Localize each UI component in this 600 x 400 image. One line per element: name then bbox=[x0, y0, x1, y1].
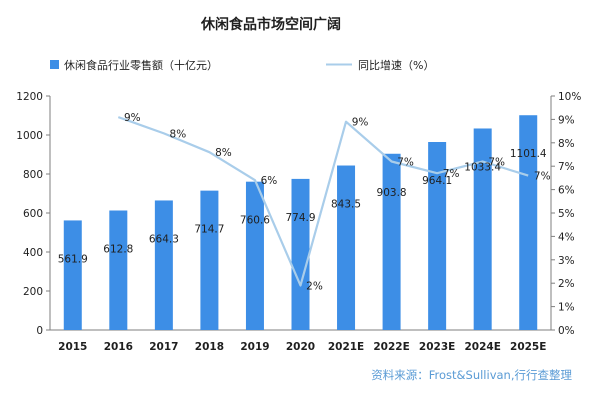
y-right-tick-label: 9% bbox=[558, 114, 575, 126]
y-left-tick-label: 1000 bbox=[16, 130, 43, 142]
growth-value-label: 2% bbox=[306, 281, 323, 293]
x-tick-label: 2019 bbox=[240, 341, 269, 353]
y-left-tick-label: 200 bbox=[23, 286, 43, 298]
y-right-tick-label: 3% bbox=[558, 255, 575, 267]
bar bbox=[473, 128, 492, 330]
bar bbox=[154, 200, 173, 330]
y-left-tick-label: 400 bbox=[23, 247, 43, 259]
legend: 休闲食品行业零售额（十亿元） 同比增速（%） bbox=[50, 58, 434, 72]
growth-value-label: 7% bbox=[534, 171, 551, 183]
x-tick-label: 2015 bbox=[58, 341, 87, 353]
x-tick-label: 2022E bbox=[373, 341, 409, 353]
x-tick-label: 2023E bbox=[419, 341, 455, 353]
source-note: 资料来源：Frost&Sullivan,行行查整理 bbox=[371, 368, 572, 382]
bar bbox=[519, 115, 538, 331]
y-right-tick-label: 8% bbox=[558, 138, 575, 150]
legend-bar-swatch bbox=[50, 60, 59, 69]
bar bbox=[382, 153, 401, 330]
growth-value-label: 7% bbox=[397, 157, 414, 169]
y-left-tick-label: 1200 bbox=[16, 91, 43, 103]
growth-value-label: 7% bbox=[488, 157, 505, 169]
bar-value-label: 714.7 bbox=[194, 224, 224, 236]
y-right-tick-label: 5% bbox=[558, 208, 575, 220]
x-tick-label: 2016 bbox=[104, 341, 133, 353]
growth-value-label: 9% bbox=[124, 112, 141, 124]
y-right-tick-label: 7% bbox=[558, 161, 575, 173]
bar-value-label: 664.3 bbox=[149, 233, 179, 245]
bar bbox=[109, 210, 128, 330]
bar bbox=[428, 142, 447, 330]
bar-value-label: 612.8 bbox=[103, 244, 133, 256]
x-tick-label: 2021E bbox=[328, 341, 364, 353]
y-left-tick-label: 600 bbox=[23, 208, 43, 220]
bar bbox=[200, 190, 219, 330]
bar-value-label: 903.8 bbox=[377, 187, 407, 199]
legend-line-label: 同比增速（%） bbox=[358, 58, 434, 72]
y-right-tick-label: 4% bbox=[558, 231, 575, 243]
bar bbox=[63, 220, 82, 330]
bar bbox=[337, 165, 356, 330]
x-tick-label: 2020 bbox=[286, 341, 315, 353]
growth-value-label: 6% bbox=[261, 175, 278, 187]
y-right-tick-label: 2% bbox=[558, 278, 575, 290]
growth-value-label: 8% bbox=[170, 128, 187, 140]
growth-line bbox=[117, 116, 529, 287]
x-tick-label: 2018 bbox=[195, 341, 224, 353]
x-tick-label: 2017 bbox=[149, 341, 178, 353]
y-right-tick-label: 0% bbox=[558, 325, 575, 337]
x-tick-label: 2024E bbox=[464, 341, 500, 353]
growth-value-label: 9% bbox=[352, 117, 369, 129]
plot-area: 0 200 400 600 800 1000 1200 0% 1% 2% 3% 4% 5% 6% 7% 8% 9… bbox=[16, 91, 581, 353]
chart-title: 休闲食品市场空间广阔 bbox=[200, 16, 341, 33]
bar-value-label: 774.9 bbox=[285, 212, 315, 224]
y-right-tick-label: 1% bbox=[558, 302, 575, 314]
bar-value-label: 760.6 bbox=[240, 215, 270, 227]
bar-value-label: 843.5 bbox=[331, 199, 361, 211]
y-left-tick-label: 0 bbox=[36, 325, 43, 337]
bar-value-label: 1033.4 bbox=[464, 161, 501, 173]
bar bbox=[245, 181, 264, 330]
bar-value-label: 561.9 bbox=[58, 253, 88, 265]
y-right-tick-label: 10% bbox=[558, 91, 581, 103]
y-right-tick-label: 6% bbox=[558, 185, 575, 197]
growth-value-label: 7% bbox=[443, 168, 460, 180]
legend-bar-label: 休闲食品行业零售额（十亿元） bbox=[64, 58, 218, 72]
y-left-tick-label: 800 bbox=[23, 169, 43, 181]
bar-value-label: 1101.4 bbox=[510, 148, 547, 160]
growth-value-label: 8% bbox=[215, 147, 232, 159]
bar-value-label: 964.1 bbox=[422, 175, 452, 187]
bar bbox=[291, 178, 310, 330]
x-tick-label: 2025E bbox=[510, 341, 546, 353]
